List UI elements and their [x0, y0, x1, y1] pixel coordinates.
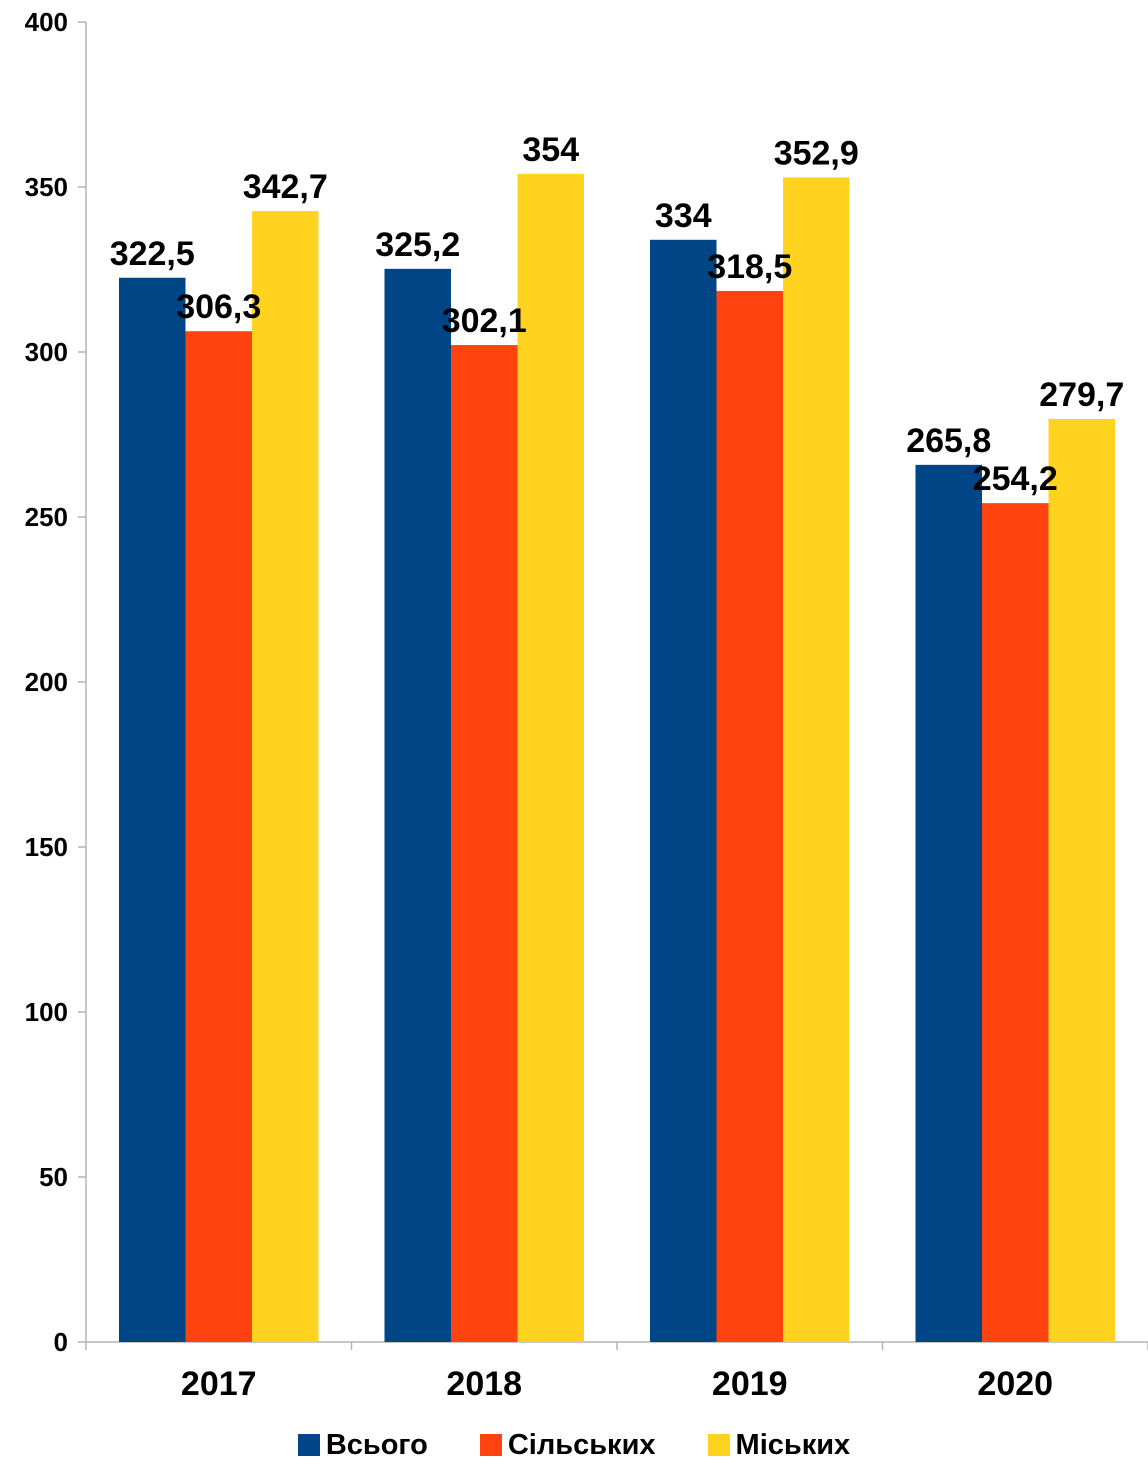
bar-2017-series-0	[119, 277, 186, 1342]
legend-item-series-0: Всього	[297, 1428, 428, 1462]
data-label-2020-series-2: 279,7	[1039, 376, 1124, 414]
x-category-label: 2017	[181, 1365, 257, 1403]
chart-legend: Всього Сільських Міських	[0, 1425, 1148, 1465]
legend-label-series-2: Міських	[735, 1428, 851, 1461]
bar-2019-series-2	[783, 177, 850, 1343]
x-category-label: 2019	[712, 1365, 788, 1403]
y-tick-label: 150	[25, 832, 68, 862]
y-tick-label: 400	[25, 7, 68, 37]
legend-item-series-1: Сільських	[479, 1428, 656, 1462]
bar-2019-series-1	[716, 290, 783, 1343]
y-tick-label: 250	[25, 502, 68, 532]
bar-2017-series-1	[185, 331, 252, 1343]
bar-2018-series-2	[517, 173, 584, 1342]
y-tick-label: 350	[25, 172, 68, 202]
data-label-2017-series-0: 322,5	[110, 235, 195, 273]
data-label-2018-series-2: 354	[522, 131, 579, 169]
bar-2020-series-0	[915, 464, 982, 1342]
data-label-2020-series-1: 254,2	[973, 460, 1058, 498]
data-label-2018-series-0: 325,2	[375, 226, 460, 264]
bar-2020-series-2	[1048, 418, 1115, 1342]
y-tick-label: 50	[39, 1162, 68, 1192]
data-label-2019-series-1: 318,5	[707, 248, 792, 286]
y-tick-label: 300	[25, 337, 68, 367]
legend-swatch-series-1	[479, 1434, 502, 1456]
legend-swatch-series-0	[297, 1434, 320, 1456]
data-label-2020-series-0: 265,8	[906, 422, 991, 460]
chart-axes: 0 50 100 150 200 250 300 350 400 2017 2018 2019 2020	[25, 7, 1148, 1403]
bar-2019-series-0	[650, 239, 717, 1342]
data-label-2019-series-2: 352,9	[774, 134, 859, 172]
bar-2018-series-1	[451, 345, 518, 1342]
y-tick-label: 100	[25, 997, 68, 1027]
data-label-2017-series-2: 342,7	[243, 168, 328, 206]
bar-2020-series-1	[982, 503, 1049, 1342]
legend-label-series-0: Всього	[325, 1428, 428, 1461]
data-label-2018-series-1: 302,1	[442, 302, 527, 340]
data-label-2017-series-1: 306,3	[176, 288, 261, 326]
data-label-2019-series-0: 334	[655, 197, 712, 235]
chart-bars	[119, 173, 1115, 1343]
bar-2017-series-2	[252, 211, 319, 1343]
chart-data-labels: 322,5 306,3 342,7 325,2 302,1 354 334 318,5 352,…	[110, 131, 1125, 498]
y-tick-label: 200	[25, 667, 68, 697]
bar-chart: 0 50 100 150 200 250 300 350 400 2017 2018 2019 2020…	[25, 7, 1148, 1403]
x-category-label: 2018	[446, 1365, 522, 1403]
x-category-label: 2020	[977, 1365, 1053, 1403]
legend-item-series-2: Міських	[707, 1428, 851, 1462]
bar-2018-series-0	[384, 268, 451, 1343]
legend-swatch-series-2	[707, 1434, 730, 1456]
legend-label-series-1: Сільських	[507, 1428, 656, 1461]
y-tick-label: 0	[54, 1327, 68, 1357]
